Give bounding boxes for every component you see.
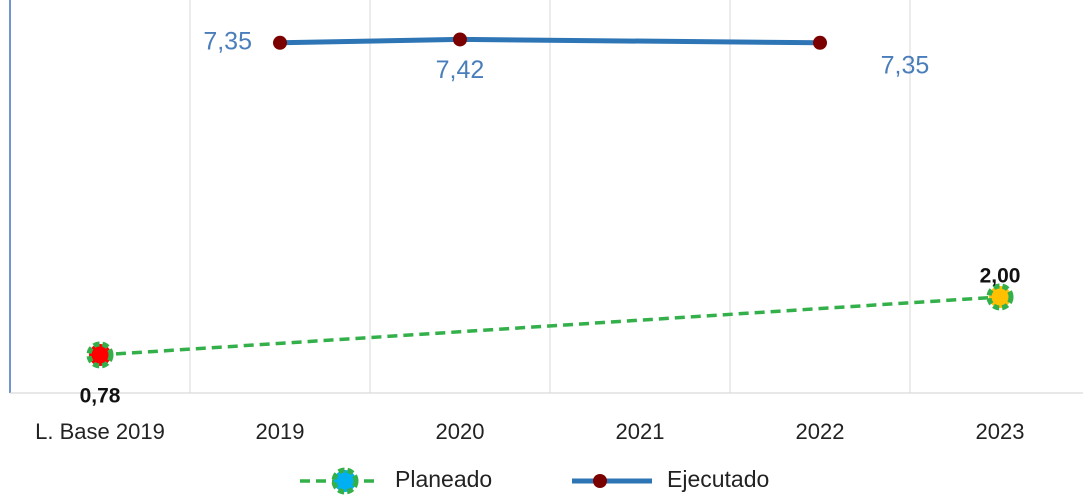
marker-shape	[813, 35, 827, 50]
marker-shape	[453, 32, 467, 47]
legend-label: Ejecutado	[667, 466, 769, 492]
series-line	[99, 295, 1001, 357]
marker-shape	[273, 35, 287, 50]
marker-shape	[593, 474, 607, 488]
x-tick-label: 2023	[976, 419, 1025, 444]
series-line	[279, 36, 821, 46]
marker-shape	[331, 467, 359, 495]
marker-shape	[986, 283, 1014, 311]
legend-label: Planeado	[395, 466, 492, 492]
data-label: 7,35	[203, 27, 252, 55]
x-tick-label: 2022	[796, 419, 845, 444]
data-label: 2,00	[980, 265, 1021, 288]
data-point	[986, 283, 1014, 311]
x-tick-label: 2020	[436, 419, 485, 444]
legend-marker	[331, 467, 359, 495]
data-point	[86, 341, 114, 369]
marker-shape	[86, 341, 114, 369]
data-label: 0,78	[80, 384, 121, 407]
legend-marker	[593, 474, 607, 488]
data-point	[453, 32, 467, 47]
x-tick-label: 2021	[616, 419, 665, 444]
data-label: 7,42	[436, 56, 485, 84]
data-point	[273, 35, 287, 50]
data-point	[813, 35, 827, 50]
x-tick-label: 2019	[256, 419, 305, 444]
data-label: 7,35	[881, 51, 930, 79]
x-tick-label: L. Base 2019	[35, 419, 165, 444]
